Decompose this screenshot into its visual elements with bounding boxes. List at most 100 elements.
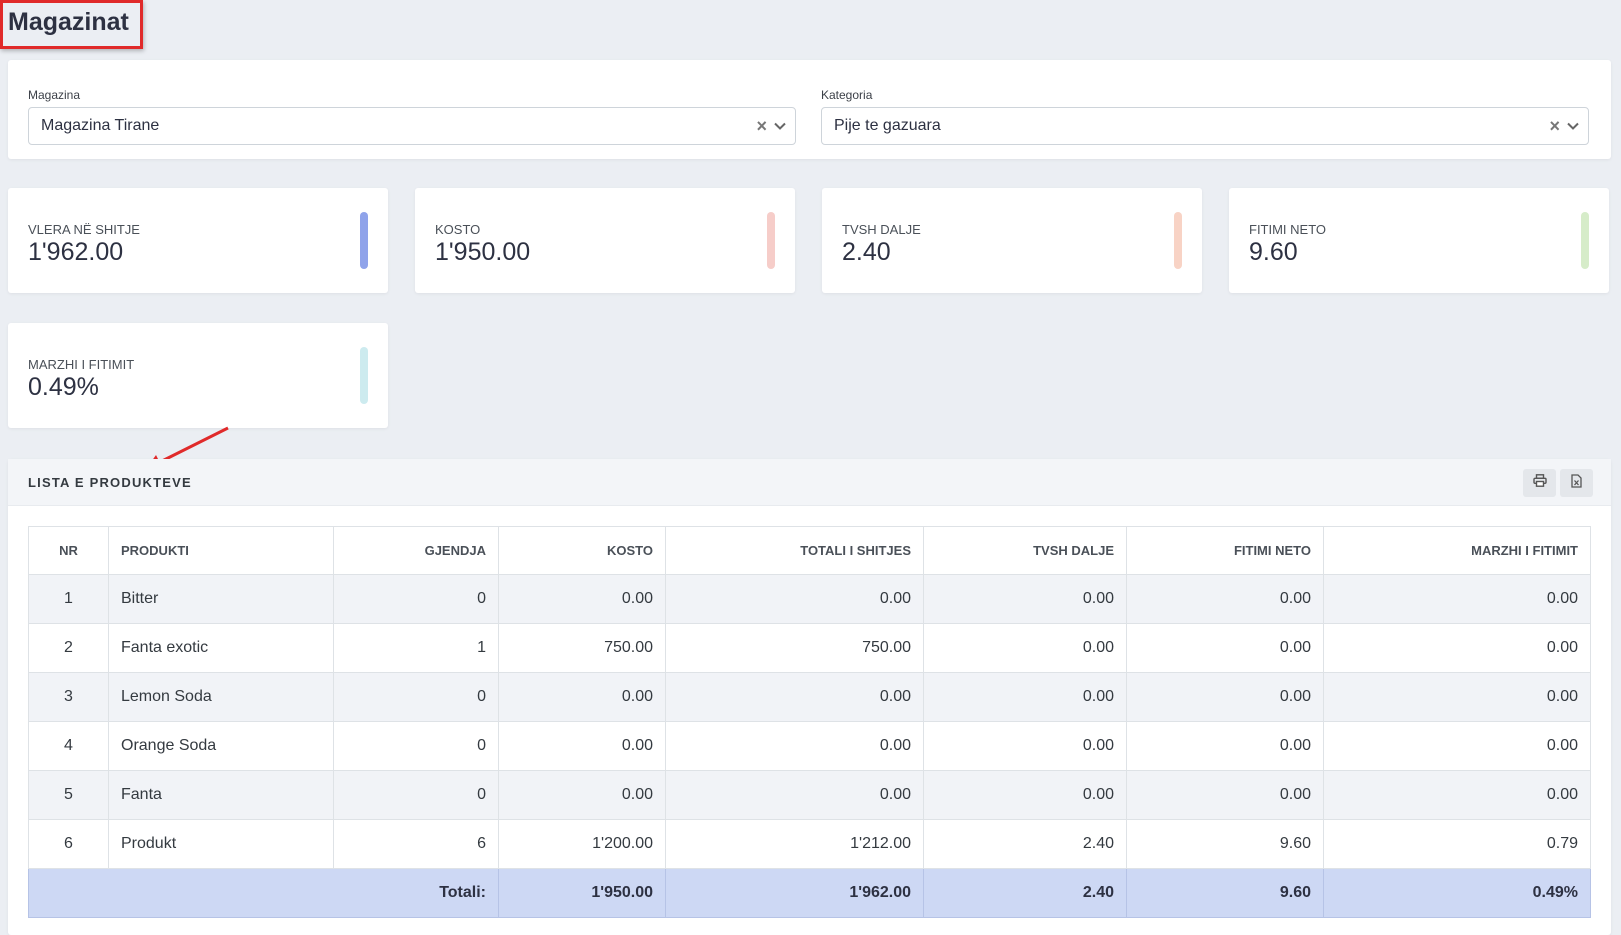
print-button[interactable] <box>1523 469 1556 497</box>
stat-card-profit-margin: MARZHI I FITIMIT 0.49% <box>8 323 388 428</box>
cost-cell: 1'200.00 <box>498 819 666 869</box>
sales-total-cell: 0.00 <box>665 574 924 624</box>
totals-row: Totali: 1'950.00 1'962.00 2.40 9.60 0.49… <box>28 868 1591 918</box>
stat-card-net-profit: FITIMI NETO 9.60 <box>1229 188 1609 293</box>
stock-cell: 1 <box>333 623 499 673</box>
profit-margin-cell: 0.79 <box>1323 819 1591 869</box>
vat-output-cell: 0.00 <box>923 721 1127 771</box>
sales-total-cell: 1'212.00 <box>665 819 924 869</box>
total-profit-margin: 0.49% <box>1323 868 1591 918</box>
total-vat-output: 2.40 <box>923 868 1127 918</box>
profit-margin-cell: 0.00 <box>1323 770 1591 820</box>
page-title: Magazinat <box>8 8 129 36</box>
vat-output-cell: 0.00 <box>923 672 1127 722</box>
column-header[interactable]: GJENDJA <box>333 526 499 575</box>
stat-card-cost: KOSTO 1'950.00 <box>415 188 795 293</box>
table-row[interactable]: 3 Lemon Soda 0 0.00 0.00 0.00 0.00 0.00 <box>28 672 1591 722</box>
printer-icon <box>1532 474 1547 492</box>
stat-label: KOSTO <box>435 222 481 237</box>
warehouse-select[interactable]: Magazina Tirane × <box>28 107 796 145</box>
cost-cell: 750.00 <box>498 623 666 673</box>
products-card: LISTA E PRODUKTEVE NR PROD <box>8 459 1611 935</box>
category-filter-label: Kategoria <box>821 88 873 102</box>
total-net-profit: 9.60 <box>1126 868 1324 918</box>
table-row[interactable]: 4 Orange Soda 0 0.00 0.00 0.00 0.00 0.00 <box>28 721 1591 771</box>
vat-output-cell: 0.00 <box>923 770 1127 820</box>
warehouse-filter: Magazina Magazina Tirane × <box>28 88 796 145</box>
column-header[interactable]: PRODUKTI <box>108 526 334 575</box>
warehouse-select-value: Magazina Tirane <box>41 117 160 134</box>
column-header[interactable]: TVSH DALJE <box>923 526 1127 575</box>
clear-icon[interactable]: × <box>1549 116 1560 136</box>
excel-export-button[interactable] <box>1560 469 1593 497</box>
sales-total-cell: 750.00 <box>665 623 924 673</box>
title-annotation-box <box>0 0 143 49</box>
products-table: NR PRODUKTI GJENDJA KOSTO TOTALI I SHITJ… <box>28 526 1591 918</box>
net-profit-cell: 0.00 <box>1126 770 1324 820</box>
stat-label: MARZHI I FITIMIT <box>28 357 135 372</box>
cost-cell: 0.00 <box>498 770 666 820</box>
vat-output-cell: 0.00 <box>923 623 1127 673</box>
stat-accent-bar <box>1581 212 1589 269</box>
row-number-cell: 3 <box>28 672 109 722</box>
product-name-cell: Fanta <box>108 770 334 820</box>
stat-value: 1'950.00 <box>435 238 531 266</box>
column-header[interactable]: KOSTO <box>498 526 666 575</box>
net-profit-cell: 0.00 <box>1126 721 1324 771</box>
category-select[interactable]: Pije te gazuara × <box>821 107 1589 145</box>
profit-margin-cell: 0.00 <box>1323 574 1591 624</box>
products-title: LISTA E PRODUKTEVE <box>28 475 192 490</box>
total-cost: 1'950.00 <box>498 868 666 918</box>
profit-margin-cell: 0.00 <box>1323 623 1591 673</box>
stat-label: FITIMI NETO <box>1249 222 1327 237</box>
table-row[interactable]: 5 Fanta 0 0.00 0.00 0.00 0.00 0.00 <box>28 770 1591 820</box>
clear-icon[interactable]: × <box>756 116 767 136</box>
row-number-cell: 2 <box>28 623 109 673</box>
column-header[interactable]: MARZHI I FITIMIT <box>1323 526 1591 575</box>
stat-label: TVSH DALJE <box>842 222 921 237</box>
cost-cell: 0.00 <box>498 672 666 722</box>
totals-label: Totali: <box>28 868 499 918</box>
product-name-cell: Bitter <box>108 574 334 624</box>
chevron-down-icon[interactable] <box>1566 119 1580 133</box>
category-select-value: Pije te gazuara <box>834 117 941 134</box>
column-header[interactable]: NR <box>28 526 109 575</box>
table-row[interactable]: 2 Fanta exotic 1 750.00 750.00 0.00 0.00 0.00 <box>28 623 1591 673</box>
stat-card-sales-value: VLERA NË SHITJE 1'962.00 <box>8 188 388 293</box>
stat-value: 9.60 <box>1249 238 1298 266</box>
net-profit-cell: 0.00 <box>1126 623 1324 673</box>
stat-accent-bar <box>360 347 368 404</box>
table-row[interactable]: 6 Produkt 6 1'200.00 1'212.00 2.40 9.60 0.79 <box>28 819 1591 869</box>
row-number-cell: 4 <box>28 721 109 771</box>
sales-total-cell: 0.00 <box>665 721 924 771</box>
stat-value: 1'962.00 <box>28 238 124 266</box>
net-profit-cell: 9.60 <box>1126 819 1324 869</box>
vat-output-cell: 0.00 <box>923 574 1127 624</box>
sales-total-cell: 0.00 <box>665 770 924 820</box>
cost-cell: 0.00 <box>498 574 666 624</box>
stat-label: VLERA NË SHITJE <box>28 222 140 237</box>
stat-value: 0.49% <box>28 373 99 401</box>
category-filter: Kategoria Pije te gazuara × <box>821 88 1589 145</box>
chevron-down-icon[interactable] <box>773 119 787 133</box>
row-number-cell: 1 <box>28 574 109 624</box>
stat-accent-bar <box>360 212 368 269</box>
total-sales: 1'962.00 <box>665 868 924 918</box>
product-name-cell: Lemon Soda <box>108 672 334 722</box>
column-header[interactable]: FITIMI NETO <box>1126 526 1324 575</box>
products-header: LISTA E PRODUKTEVE <box>8 459 1611 506</box>
profit-margin-cell: 0.00 <box>1323 721 1591 771</box>
row-number-cell: 5 <box>28 770 109 820</box>
warehouse-filter-label: Magazina <box>28 88 81 102</box>
filters-card: Magazina Magazina Tirane × Kategoria Pij… <box>8 60 1611 159</box>
vat-output-cell: 2.40 <box>923 819 1127 869</box>
table-row[interactable]: 1 Bitter 0 0.00 0.00 0.00 0.00 0.00 <box>28 574 1591 624</box>
stat-accent-bar <box>1174 212 1182 269</box>
profit-margin-cell: 0.00 <box>1323 672 1591 722</box>
stat-card-vat-output: TVSH DALJE 2.40 <box>822 188 1202 293</box>
column-header[interactable]: TOTALI I SHITJES <box>665 526 924 575</box>
row-number-cell: 6 <box>28 819 109 869</box>
table-header-row: NR PRODUKTI GJENDJA KOSTO TOTALI I SHITJ… <box>28 526 1591 575</box>
stock-cell: 0 <box>333 770 499 820</box>
stock-cell: 0 <box>333 672 499 722</box>
